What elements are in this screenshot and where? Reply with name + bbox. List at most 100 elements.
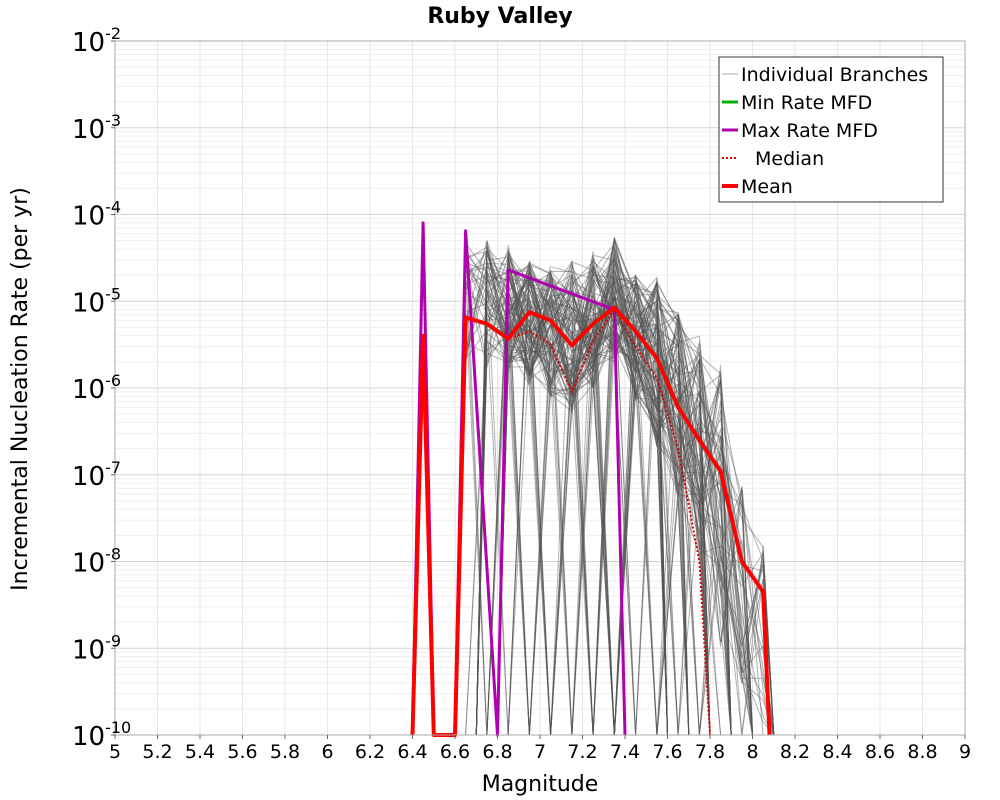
branch-line [475,269,775,736]
branch-line [454,247,732,736]
x-tick-label: 7.2 [567,741,597,763]
x-tick-label: 5.2 [142,741,172,763]
branch-line [497,267,668,736]
branch-line [454,259,732,736]
legend-label: Min Rate MFD [741,92,872,114]
branch-line [454,250,690,736]
branch-line [475,274,775,736]
branch-line [475,251,775,736]
y-tick-label: 10-9 [72,631,121,665]
branch-line [454,265,753,736]
y-tick-label: 10-5 [72,284,121,318]
x-tick-label: 9 [959,741,971,763]
branch-line [475,291,668,736]
branch-line [497,307,690,736]
branch-line [497,259,753,736]
branch-line [454,291,775,736]
branch-line [497,277,753,736]
x-tick-label: 5.6 [227,741,257,763]
legend-box [718,56,944,203]
branch-line [475,271,690,736]
x-tick-label: 8.2 [780,741,810,763]
branch-line [497,279,711,736]
legend-label: Mean [741,176,793,198]
branch-line [497,255,732,736]
branch-line [476,282,668,736]
x-axis-label: Magnitude [482,772,599,797]
branch-line [454,241,775,736]
series-mean-line [410,305,772,737]
branch-line [475,292,668,736]
branch-line [497,261,711,736]
branch-line [475,264,732,736]
branch-line [497,274,668,736]
y-tick-label: 10-4 [72,198,121,232]
branch-line [497,237,775,736]
x-tick-label: 8.4 [822,741,852,763]
branch-line [497,254,711,736]
x-tick-label: 6.2 [355,741,385,763]
branch-line [497,277,690,736]
x-tick-label: 7.8 [695,741,725,763]
branch-line [497,285,732,736]
branch-line [454,261,753,736]
branch-line [497,244,711,736]
branch-line [454,249,753,736]
branch-line [475,250,690,736]
branch-line [475,255,668,736]
branch-line [454,250,690,736]
branch-line [475,273,775,736]
branch-line [454,255,711,736]
legend-label: Individual Branches [741,64,928,86]
branch-line [475,256,668,736]
branch-line [475,245,732,736]
x-axis-ticks: 5 5.2 5.4 5.6 5.8 6 6.2 6.4 6.6 6.8 7 7.2 7.4 7.6 7.8 8… [109,735,971,763]
branch-line [475,239,668,736]
branch-line [475,240,732,736]
branch-line [497,278,690,736]
branch-line [454,302,711,736]
y-tick-label: 10-2 [72,24,121,58]
x-tick-label: 8.6 [865,741,895,763]
y-tick-label: 10-7 [72,458,121,492]
legend: Individual Branches Min Rate MFD Max Rate … [718,56,944,203]
x-tick-label: 5 [109,741,121,763]
branch-line [454,261,753,736]
legend-label: Median [755,148,824,170]
branch-line [497,277,668,736]
x-tick-label: 8 [746,741,758,763]
branch-line [497,278,753,736]
branch-line [455,258,774,736]
x-tick-label: 6.8 [482,741,512,763]
branch-line [475,262,775,736]
branch-line [454,247,668,736]
x-tick-label: 6.4 [397,741,427,763]
branch-line [497,290,775,736]
branch-line [454,246,668,736]
x-tick-label: 8.8 [907,741,937,763]
branch-line [454,261,753,736]
branch-line [454,248,732,736]
x-tick-label: 7 [534,741,546,763]
branch-line [497,263,775,736]
y-tick-label: 10-8 [72,545,121,579]
series-max-rate-mfd-line [411,221,627,737]
branch-line [497,254,775,736]
chart-title: Ruby Valley [427,4,572,29]
x-tick-label: 7.4 [610,741,640,763]
branch-line [475,253,732,736]
branch-line [497,256,668,736]
branch-line [497,266,668,736]
y-tick-label: 10-6 [72,371,121,405]
branch-line [454,266,732,736]
branch-line [497,300,690,736]
grid-lines [114,41,966,736]
x-tick-label: 5.4 [185,741,215,763]
y-tick-label: 10-10 [72,718,131,752]
branch-line [454,281,732,736]
branch-line [454,251,753,736]
branch-line [475,269,732,736]
branch-line [454,274,732,736]
x-tick-label: 7.6 [652,741,682,763]
